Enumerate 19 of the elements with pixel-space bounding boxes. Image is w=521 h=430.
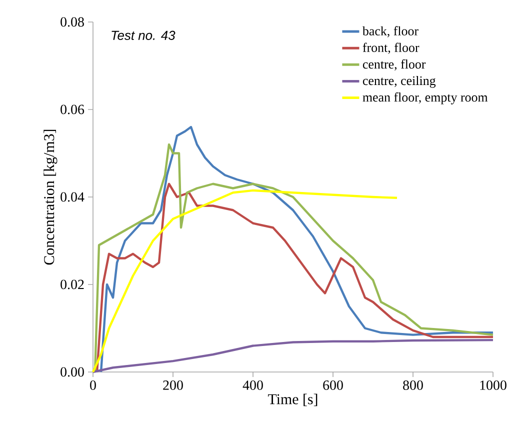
legend-label: centre, floor — [362, 59, 426, 70]
x-axis-title: Time [s] — [268, 394, 318, 406]
legend-label: back, floor — [362, 26, 418, 38]
y-tick-label: 0.00 — [60, 367, 84, 377]
x-tick-label: 400 — [242, 380, 263, 390]
x-tick-label: 1000 — [480, 380, 506, 390]
x-tick-label: 0 — [90, 380, 96, 390]
legend-label: mean floor, empty room — [362, 92, 488, 104]
y-tick-label: 0.08 — [60, 17, 84, 27]
y-tick-label: 0.06 — [60, 104, 84, 114]
x-tick-label: 600 — [323, 380, 343, 390]
annotation: Test no. 43 — [112, 30, 176, 40]
legend-label: front, floor — [362, 42, 420, 54]
y-tick-label: 0.04 — [60, 192, 84, 202]
x-tick-label: 800 — [403, 380, 423, 390]
y-axis-title: Concentration [kg/m3] — [44, 130, 58, 265]
legend-label: centre, ceiling — [362, 76, 436, 88]
y-tick-label: 0.02 — [60, 280, 84, 290]
x-tick-label: 200 — [163, 380, 183, 390]
